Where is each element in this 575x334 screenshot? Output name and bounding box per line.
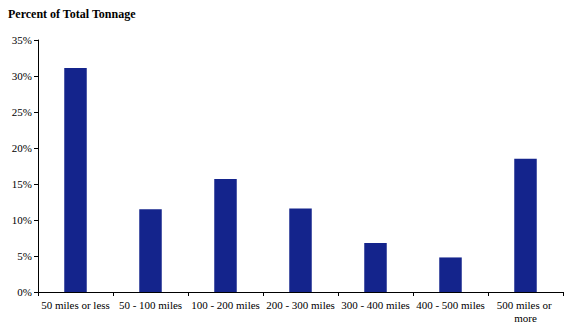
svg-text:Percent of Total Tonnage: Percent of Total Tonnage (8, 7, 136, 21)
svg-text:500 miles or: 500 miles or (497, 299, 555, 311)
svg-text:400 - 500 miles: 400 - 500 miles (416, 299, 485, 311)
svg-text:30%: 30% (12, 70, 32, 82)
svg-text:25%: 25% (12, 106, 32, 118)
svg-text:20%: 20% (12, 142, 32, 154)
svg-text:0%: 0% (17, 286, 32, 298)
svg-text:100 - 200 miles: 100 - 200 miles (191, 299, 260, 311)
svg-text:50 miles or less: 50 miles or less (41, 299, 110, 311)
svg-text:15%: 15% (12, 178, 32, 190)
svg-text:10%: 10% (12, 214, 32, 226)
svg-text:200 - 300 miles: 200 - 300 miles (266, 299, 335, 311)
svg-text:5%: 5% (17, 250, 32, 262)
svg-text:50 - 100 miles: 50 - 100 miles (119, 299, 182, 311)
svg-text:300 - 400 miles: 300 - 400 miles (341, 299, 410, 311)
svg-text:35%: 35% (12, 34, 32, 46)
svg-text:more: more (514, 312, 537, 324)
